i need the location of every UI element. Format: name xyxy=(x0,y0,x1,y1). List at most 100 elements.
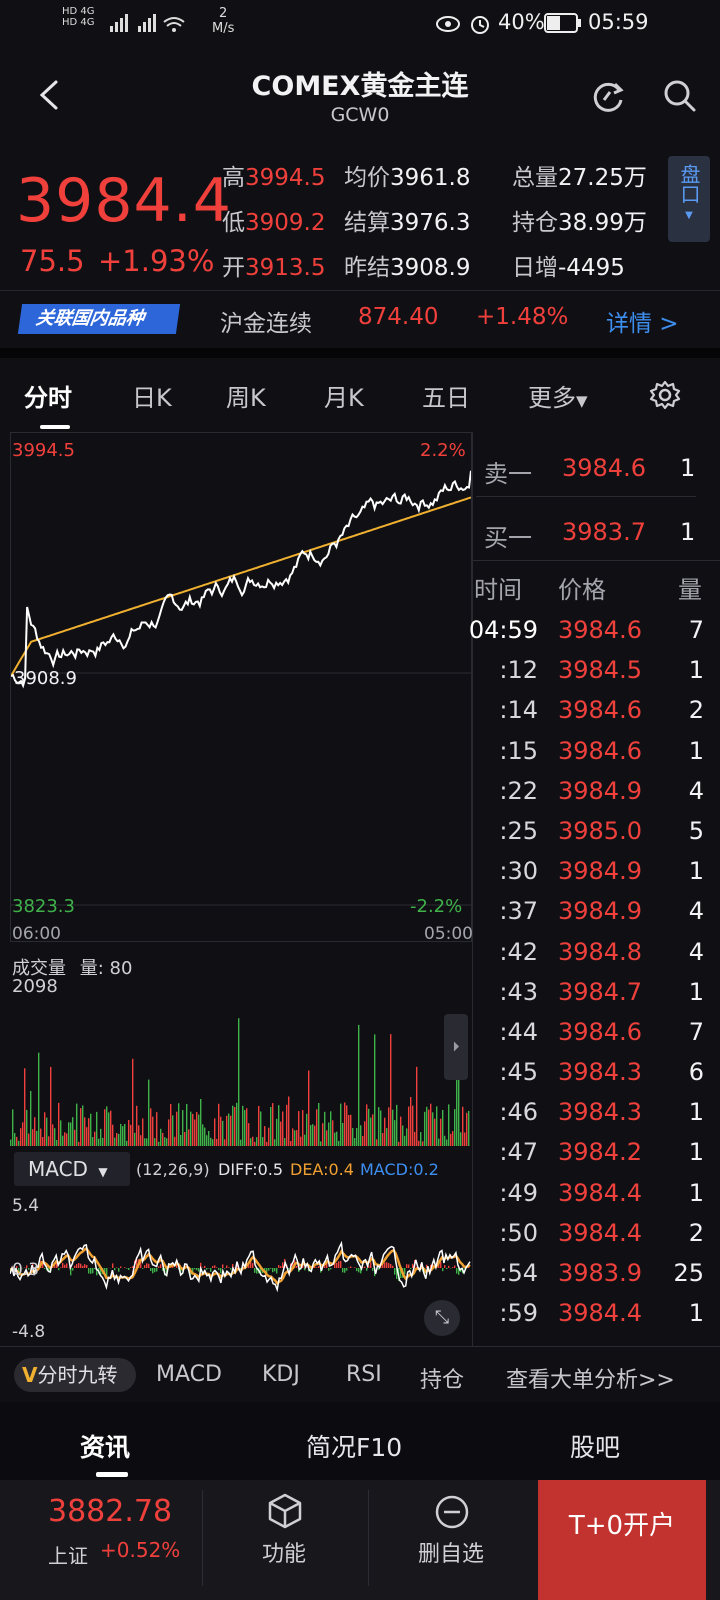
volume-bar xyxy=(324,1111,326,1146)
volume-bar xyxy=(22,1122,24,1146)
trade-qty: 4 xyxy=(688,776,704,805)
macd-bar xyxy=(112,1263,114,1268)
macd-bar xyxy=(406,1264,408,1268)
macd-bar xyxy=(364,1266,366,1268)
trade-time: :14 xyxy=(499,696,538,725)
trade-time: :42 xyxy=(499,937,538,966)
volume-bar xyxy=(26,1109,28,1146)
volume-bar xyxy=(400,1116,402,1146)
volume-bar xyxy=(236,1102,238,1146)
macd-bar xyxy=(100,1268,102,1275)
last-price: 3984.4 xyxy=(16,166,232,236)
related-name[interactable]: 沪金连续 xyxy=(220,311,312,337)
stat-label: 结算 xyxy=(344,210,390,236)
tab-f10[interactable]: 简况F10 xyxy=(306,1433,403,1462)
macd-bar xyxy=(130,1267,132,1268)
function-button-label[interactable]: 功能 xyxy=(262,1542,307,1567)
search-icon[interactable] xyxy=(660,76,700,116)
macd-bar xyxy=(26,1265,28,1268)
gear-icon[interactable] xyxy=(648,378,682,412)
fullscreen-icon[interactable]: ⤡ xyxy=(424,1300,460,1336)
intraday-chart[interactable] xyxy=(10,432,472,942)
refresh-icon[interactable] xyxy=(588,76,628,116)
tab-intraday[interactable]: 分时 xyxy=(24,384,72,412)
related-detail-link[interactable]: 详情 > xyxy=(606,311,679,337)
tab-daily-k[interactable]: 日K xyxy=(132,384,172,412)
trade-time: 04:59 xyxy=(468,616,538,644)
big-order-link[interactable]: 查看大单分析>> xyxy=(506,1368,675,1393)
macd-bar xyxy=(356,1268,358,1272)
macd-bar xyxy=(266,1268,268,1275)
macd-bar xyxy=(154,1268,156,1273)
stat-value: 38.99万 xyxy=(558,210,647,236)
battery-icon xyxy=(544,13,581,33)
macd-bar xyxy=(270,1268,272,1269)
volume-bar xyxy=(232,1105,234,1146)
back-icon[interactable] xyxy=(30,72,64,118)
remove-watchlist-label[interactable]: 删自选 xyxy=(418,1542,485,1567)
volume-bar xyxy=(328,1122,330,1146)
nine-turn-badge[interactable]: V分时九转 xyxy=(14,1358,136,1392)
indicator-kdj[interactable]: KDJ xyxy=(262,1362,300,1387)
volume-bar xyxy=(262,1137,264,1146)
macd-bar xyxy=(292,1263,294,1268)
trade-qty: 1 xyxy=(688,857,704,886)
volume-bar xyxy=(296,1130,298,1146)
trade-qty: 1 xyxy=(688,1299,704,1328)
volume-bar xyxy=(42,1137,44,1146)
stat-label: 总量 xyxy=(512,165,558,191)
trade-row: :25 3985.0 5 xyxy=(472,813,720,853)
expand-handle[interactable]: ⏵ xyxy=(444,1014,468,1080)
pankou-button[interactable]: 盘口 ▼ xyxy=(668,156,710,242)
macd-bar xyxy=(160,1264,162,1268)
trade-qty: 7 xyxy=(688,616,704,644)
tab-monthly-k[interactable]: 月K xyxy=(324,384,364,412)
macd-bar xyxy=(210,1268,212,1272)
tab-news[interactable]: 资讯 xyxy=(80,1433,131,1462)
open-account-button[interactable]: T+0开户 xyxy=(538,1480,706,1600)
volume-bar xyxy=(160,1128,162,1146)
tab-forum[interactable]: 股吧 xyxy=(570,1433,621,1462)
macd-bar xyxy=(346,1268,348,1271)
cube-icon[interactable] xyxy=(266,1492,304,1530)
indicator-macd[interactable]: MACD xyxy=(156,1362,222,1387)
macd-bar xyxy=(446,1268,448,1269)
volume-bar xyxy=(162,1132,164,1146)
macd-bar xyxy=(104,1268,106,1275)
volume-bar xyxy=(284,1138,286,1146)
macd-bar xyxy=(162,1268,164,1271)
macd-bar xyxy=(180,1268,182,1275)
indicator-oi[interactable]: 持仓 xyxy=(420,1368,465,1393)
macd-bar xyxy=(82,1265,84,1268)
macd-bar xyxy=(324,1265,326,1268)
macd-bar xyxy=(136,1258,138,1268)
diff-line xyxy=(10,1240,471,1293)
volume-bar xyxy=(266,1141,268,1146)
trade-row: :30 3984.9 1 xyxy=(472,853,720,893)
volume-bar xyxy=(462,1106,464,1146)
volume-bar xyxy=(408,1106,410,1146)
volume-bar xyxy=(144,1138,146,1146)
macd-bar xyxy=(132,1266,134,1268)
tab-five-day[interactable]: 五日 xyxy=(422,384,470,412)
stat-label: 高 xyxy=(222,165,245,191)
tab-weekly-k[interactable]: 周K xyxy=(226,384,266,412)
tab-more[interactable]: 更多▼ xyxy=(528,378,588,413)
macd-bar xyxy=(96,1268,98,1276)
trade-price: 3984.4 xyxy=(558,1218,642,1247)
minus-circle-icon[interactable] xyxy=(434,1494,470,1530)
volume-bar xyxy=(376,1139,378,1146)
macd-bar xyxy=(118,1268,120,1272)
macd-bar xyxy=(74,1265,76,1268)
index-value[interactable]: 3882.78 xyxy=(48,1494,173,1529)
volume-bar xyxy=(300,1136,302,1146)
indicator-rsi[interactable]: RSI xyxy=(346,1362,382,1387)
stat-high: 高3994.5 xyxy=(222,158,325,192)
macd-selector[interactable]: MACD ▼ xyxy=(14,1152,130,1186)
volume-bar xyxy=(142,1118,144,1146)
stat-value: 3961.8 xyxy=(390,165,471,191)
volume-bar xyxy=(146,1138,148,1146)
trade-list[interactable]: 04:59 3984.6 7:12 3984.5 1:14 3984.6 2:15 3984.… xyxy=(468,612,720,1335)
volume-bar xyxy=(224,1139,226,1146)
macd-value: MACD:0.2 xyxy=(360,1160,439,1179)
